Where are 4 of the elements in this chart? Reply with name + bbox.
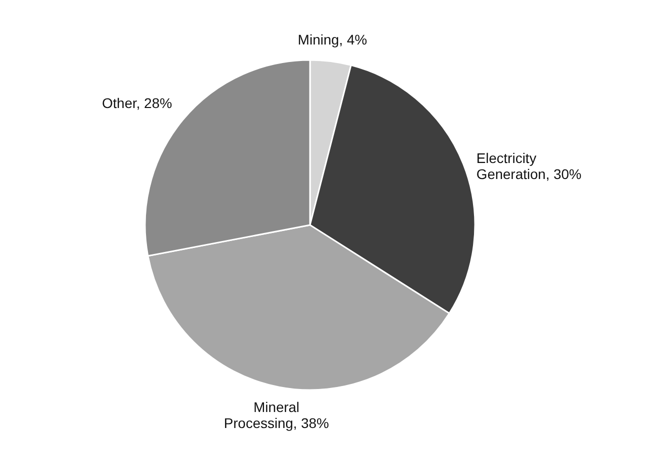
slice-label: Mining, 4% [298,31,368,48]
slice-label: Mineral Processing, 38% [224,398,329,431]
slice-label: Electricity Generation, 30% [476,150,582,182]
slice-label: Other, 28% [102,94,172,111]
